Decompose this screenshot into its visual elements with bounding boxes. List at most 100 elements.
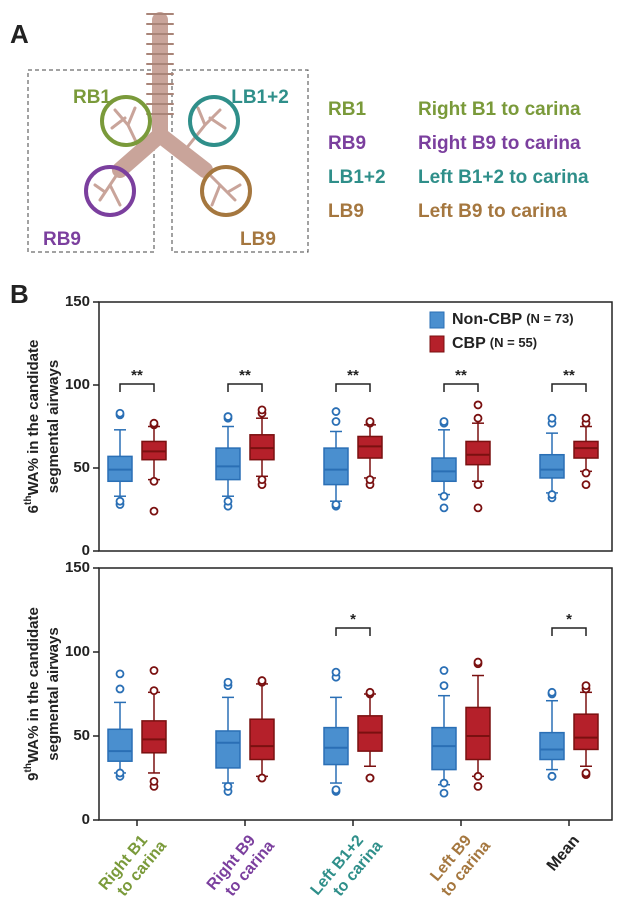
- outlier: [151, 778, 158, 785]
- legend-n: (N = 55): [490, 335, 537, 350]
- outlier: [367, 476, 374, 483]
- sig-label: **: [455, 367, 467, 384]
- ylabel-number: 9: [25, 772, 42, 780]
- box: [250, 719, 274, 759]
- outlier: [583, 481, 590, 488]
- x-tick-label: Left B9to carina: [425, 826, 495, 900]
- outlier: [333, 669, 340, 676]
- outlier: [549, 689, 556, 696]
- ylabel-number: 6: [25, 505, 42, 513]
- box: [142, 721, 166, 753]
- outlier: [151, 667, 158, 674]
- legend-code: RB9: [328, 133, 366, 154]
- region-label: RB1: [73, 87, 111, 108]
- y-tick-label: 100: [65, 643, 90, 660]
- y-tick-label: 150: [65, 293, 90, 310]
- outlier: [259, 775, 266, 782]
- legend-code: LB1+2: [328, 167, 386, 188]
- legend-description: Left B9 to carina: [418, 201, 567, 222]
- sig-label: **: [239, 367, 251, 384]
- box: [540, 733, 564, 760]
- outlier: [583, 769, 590, 776]
- outlier: [117, 670, 124, 677]
- legend-n: (N = 73): [526, 311, 573, 326]
- outlier: [117, 769, 124, 776]
- sig-bracket: [336, 384, 370, 392]
- outlier: [225, 679, 232, 686]
- legend-code: RB1: [328, 99, 366, 120]
- outlier: [259, 476, 266, 483]
- ylabel-sup: th: [23, 763, 34, 772]
- outlier: [117, 498, 124, 505]
- sig-bracket: [336, 628, 370, 636]
- box: [574, 714, 598, 749]
- outlier: [151, 508, 158, 515]
- legend-description: Left B1+2 to carina: [418, 167, 589, 188]
- outlier: [151, 478, 158, 485]
- outlier: [117, 410, 124, 417]
- box: [216, 448, 240, 480]
- outlier: [475, 659, 482, 666]
- outlier: [225, 783, 232, 790]
- outlier: [583, 469, 590, 476]
- outlier: [225, 498, 232, 505]
- outlier: [333, 408, 340, 415]
- x-tick-label: Mean: [544, 832, 583, 874]
- y-tick-label: 150: [65, 559, 90, 576]
- outlier: [259, 406, 266, 413]
- outlier: [441, 667, 448, 674]
- legend-entry: Non-CBP(N = 73): [452, 311, 574, 328]
- outlier: [225, 413, 232, 420]
- sig-label: **: [347, 367, 359, 384]
- x-tick-label-line: Mean: [544, 832, 583, 874]
- region-label: RB9: [43, 229, 81, 250]
- outlier: [151, 420, 158, 427]
- sig-label: *: [350, 611, 356, 628]
- outlier: [333, 501, 340, 508]
- panel-label: B: [10, 279, 29, 309]
- legend-entry: CBP (N = 55): [452, 335, 537, 352]
- rb9-circle: [86, 167, 134, 215]
- box: [108, 729, 132, 761]
- outlier: [441, 682, 448, 689]
- box: [432, 458, 456, 481]
- outlier: [583, 415, 590, 422]
- y-tick-label: 0: [82, 811, 90, 828]
- legend-swatch: [430, 312, 444, 328]
- box: [466, 707, 490, 759]
- box: [432, 728, 456, 770]
- box: [324, 728, 348, 765]
- outlier: [367, 418, 374, 425]
- legend-name: CBP: [452, 335, 486, 352]
- outlier: [475, 481, 482, 488]
- outlier: [441, 418, 448, 425]
- sig-label: *: [566, 611, 572, 628]
- outlier: [333, 786, 340, 793]
- sig-bracket: [228, 384, 262, 392]
- x-tick-label: Right B9to carina: [204, 826, 278, 905]
- box: [216, 731, 240, 768]
- outlier: [475, 783, 482, 790]
- x-tick-label: Right B1to carina: [96, 826, 170, 905]
- outlier: [475, 773, 482, 780]
- box: [540, 455, 564, 478]
- ylabel-rest: WA% in the candidate: [25, 340, 42, 496]
- outlier: [117, 685, 124, 692]
- outlier: [441, 780, 448, 787]
- airway-illustration: [95, 14, 240, 205]
- y-axis-label: 9thWA% in the candidate: [23, 607, 42, 781]
- plot-frame: [99, 568, 612, 820]
- y-axis-label: 6thWA% in the candidate: [23, 340, 42, 514]
- region-label: LB1+2: [231, 87, 289, 108]
- sig-label: **: [563, 367, 575, 384]
- sig-label: **: [131, 367, 143, 384]
- y-axis-label-line2: segmental airways: [45, 360, 62, 493]
- outlier: [441, 504, 448, 511]
- y-tick-label: 50: [73, 459, 90, 476]
- outlier: [441, 493, 448, 500]
- outlier: [475, 504, 482, 511]
- outlier: [549, 491, 556, 498]
- ylabel-sup: th: [23, 496, 34, 505]
- legend-swatch: [430, 336, 444, 352]
- region-label: LB9: [240, 229, 276, 250]
